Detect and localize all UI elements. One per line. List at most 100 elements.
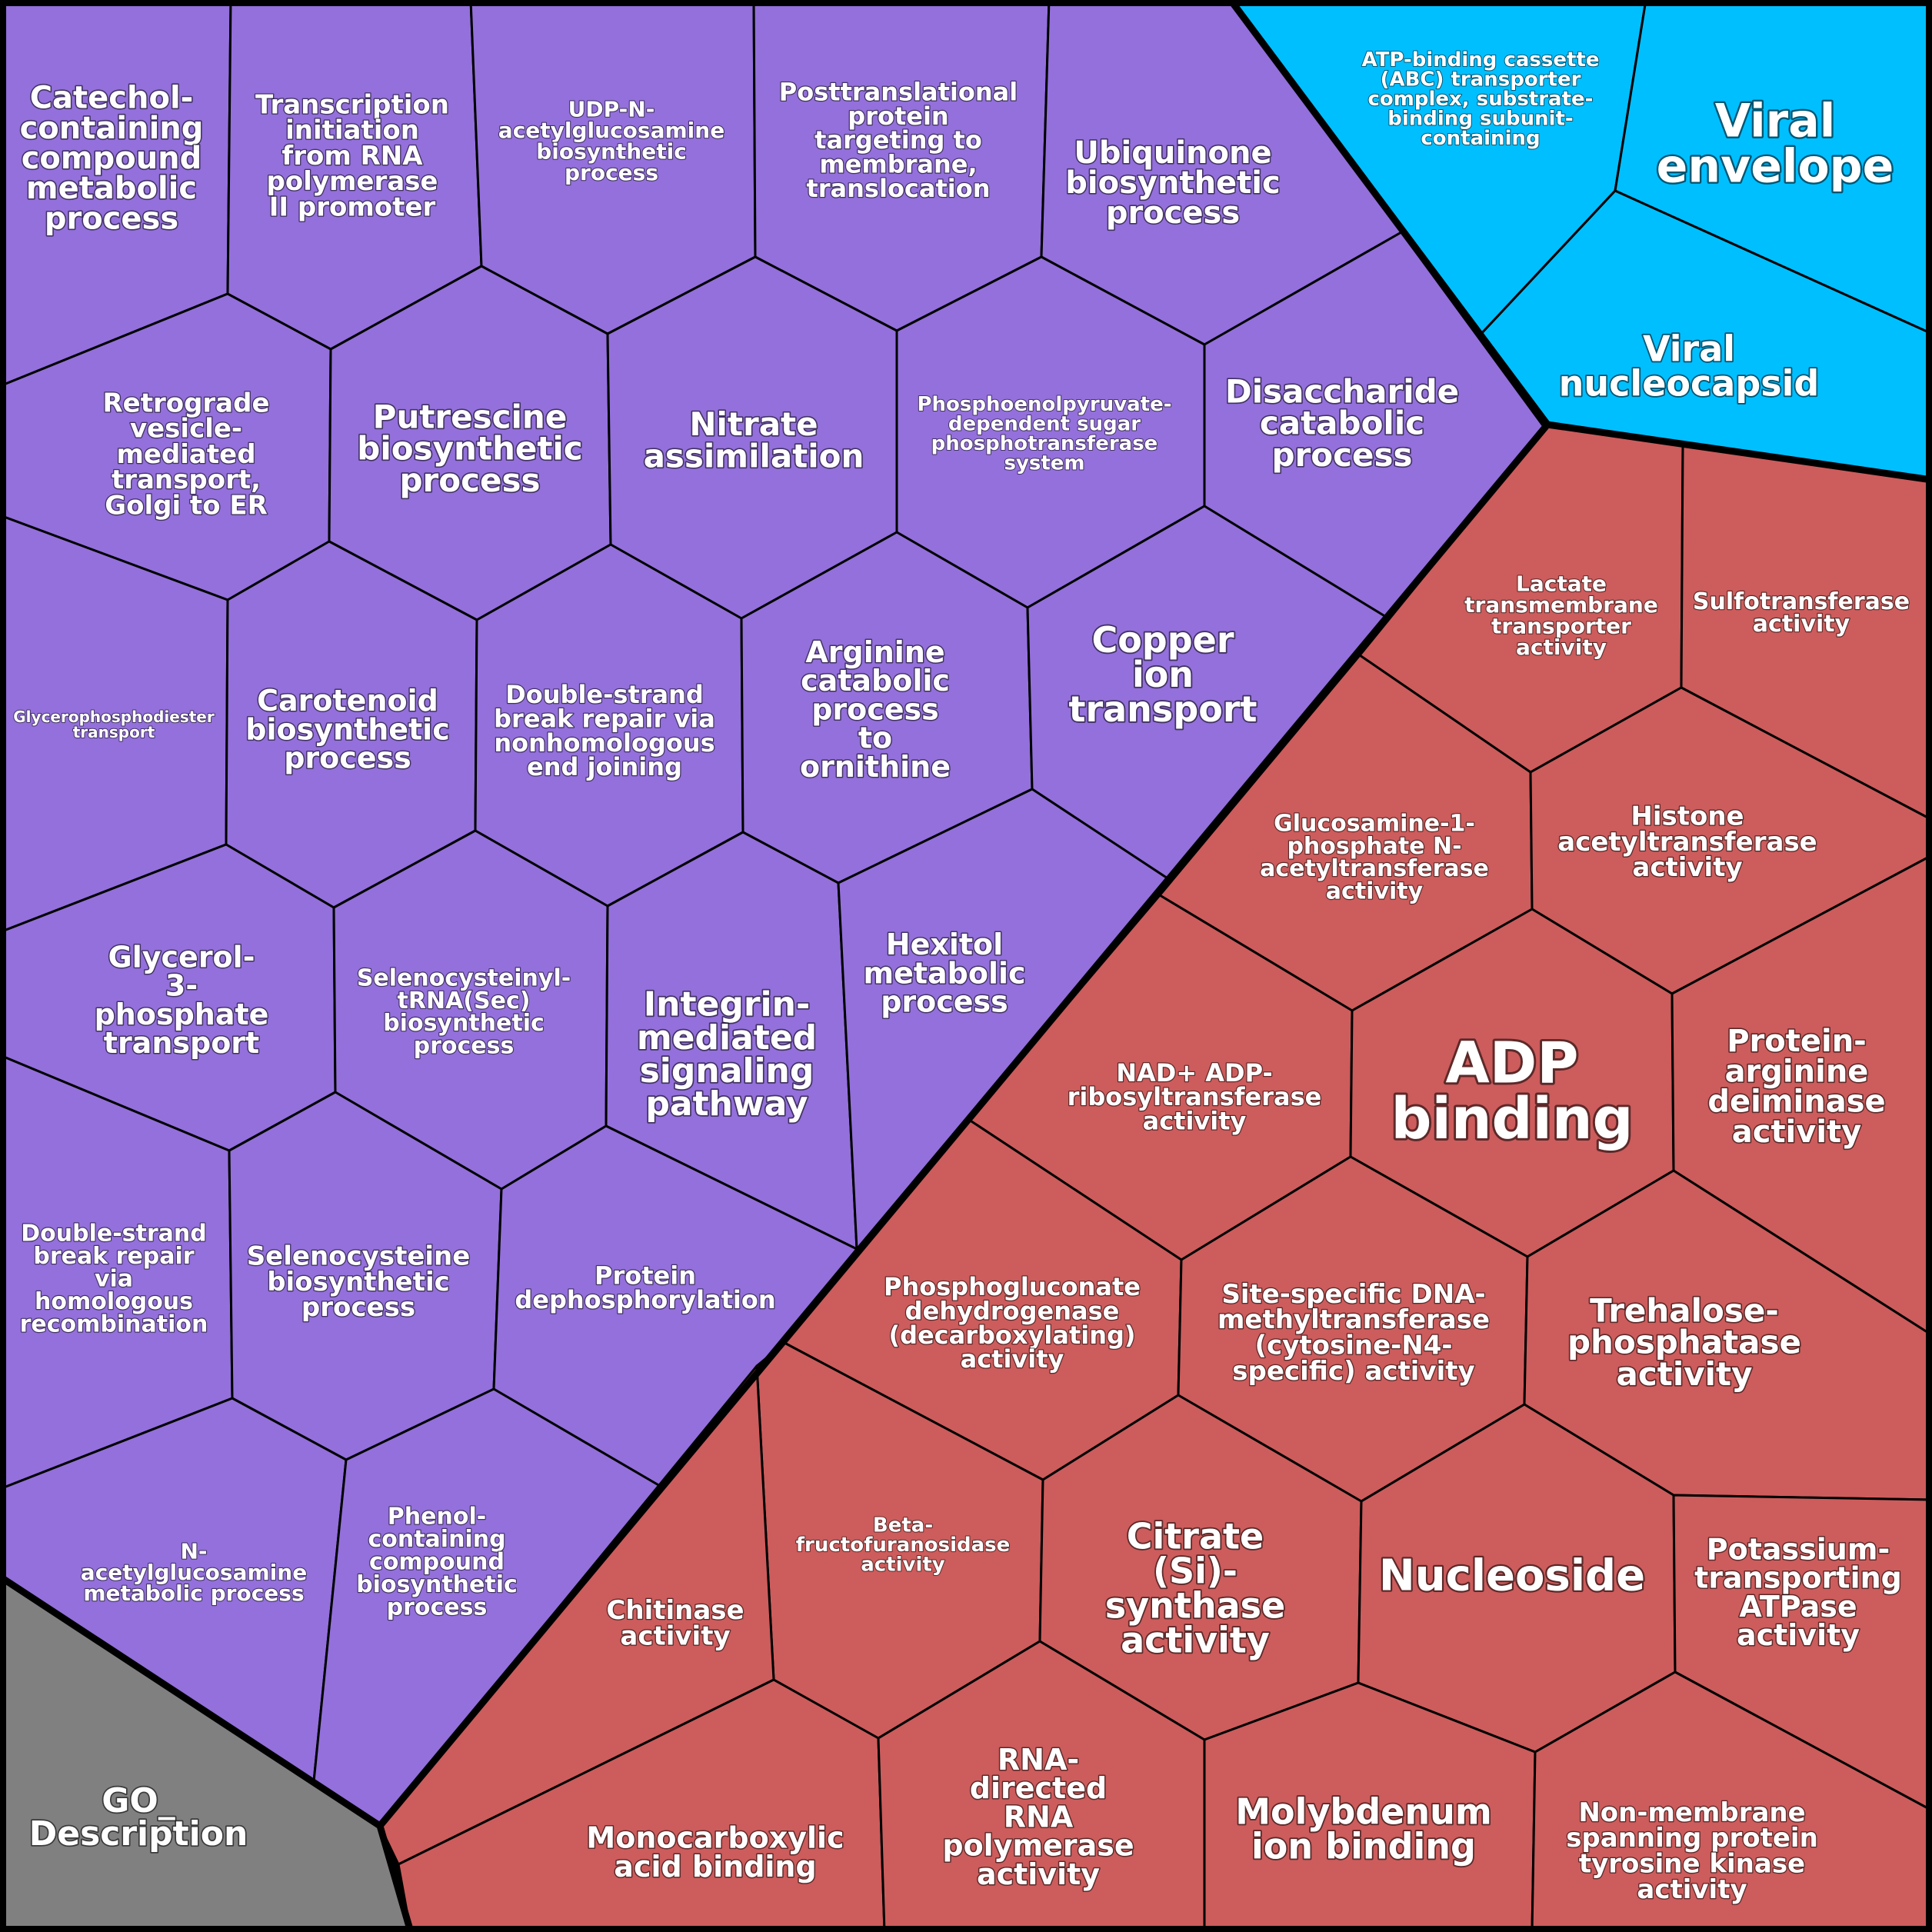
cell-protein-arginine <box>1671 854 1932 1337</box>
label-site-specific-dna-line: specific) activity <box>1232 1356 1474 1387</box>
label-histone: Histone acetyltransferase activity <box>1557 801 1817 884</box>
label-phosphoenolpyruvate: Phosphoenolpyruvate-dependent sugar phosp… <box>917 393 1171 475</box>
label-copper-line: ion <box>1132 654 1194 695</box>
label-arginine-line: process <box>811 692 939 726</box>
label-rna-directed-line: activity <box>977 1857 1100 1891</box>
label-nad-adp-line: activity <box>1143 1107 1247 1136</box>
label-lactate-line: activity <box>1516 635 1607 660</box>
label-arginine-line: ornithine <box>800 750 951 784</box>
label-beta-fructofuranosidase: Beta-fructofuranosidase activity <box>796 1514 1011 1577</box>
label-putrescine-line: process <box>399 461 540 499</box>
label-protein-dephosphorylation-line: dephosphorylation <box>515 1285 775 1314</box>
label-ubiquinone-line: biosynthetic <box>1065 165 1280 201</box>
label-ubiquinone: Ubiquinone biosynthetic process <box>1065 135 1280 231</box>
label-dsb-hr-line: Double-strand <box>21 1221 207 1247</box>
label-copper-line: Copper <box>1091 619 1234 661</box>
region-border-3 <box>0 1573 384 1830</box>
label-posttranslational-line: protein <box>848 102 948 131</box>
labels-layer: Catechol-containing compound metabolic proc… <box>12 48 1910 1906</box>
label-glucosamine-1-phosphate: Glucosamine-1-phosphate N-acetyltransfer… <box>1260 810 1489 904</box>
label-viral-envelope-line: envelope <box>1657 139 1894 193</box>
label-phosphogluconate-line: Phosphogluconate <box>884 1272 1141 1301</box>
label-arginine: Arginine catabolic process to ornithine <box>800 635 951 784</box>
label-selenocysteine-line: biosynthetic <box>267 1267 450 1297</box>
label-glycerophosphodiester-line: Glycerophosphodiester <box>13 708 215 726</box>
label-molybdenum: Molybdenum ion binding <box>1235 1791 1492 1867</box>
label-rna-directed-line: polymerase <box>942 1829 1134 1863</box>
label-disaccharide: Disaccharide catabolic process <box>1225 373 1459 474</box>
label-selenocysteinyl-trna-line: Selenocysteinyl- <box>357 964 571 991</box>
label-udp-n-acetylglucosamine: UDP-N-acetylglucosamine biosynthetic proce… <box>498 97 724 185</box>
label-non-membrane-line: tyrosine kinase <box>1579 1849 1805 1880</box>
label-chitinase-line: activity <box>620 1621 730 1652</box>
label-glycerol-3-phosphate-line: Glycerol- <box>108 940 255 974</box>
label-transcription-initiation-line: polymerase <box>266 166 438 197</box>
label-udp-n-acetylglucosamine-line: UDP-N- <box>568 97 655 122</box>
label-phenol-line: Phenol- <box>388 1504 486 1531</box>
legend-label-line: GO_ <box>102 1781 175 1820</box>
label-viral-envelope-line: Viral <box>1715 95 1836 148</box>
label-integrin-line: Integrin- <box>644 985 810 1024</box>
label-copper-line: transport <box>1068 688 1257 730</box>
label-beta-fructofuranosidase-line: activity <box>861 1554 945 1577</box>
label-potassium: Potassium-transporting ATPase activity <box>1694 1532 1902 1652</box>
label-viral-envelope: Viral envelope <box>1657 95 1894 194</box>
label-adp-binding-line: binding <box>1391 1086 1633 1152</box>
label-retrograde-line: vesicle- <box>130 414 242 445</box>
label-dsb-nhej-line: end joining <box>527 752 682 781</box>
label-monocarboxylic-line: Monocarboxylic <box>586 1821 844 1855</box>
label-histone-line: Histone <box>1631 801 1744 832</box>
label-putrescine: Putrescine biosynthetic process <box>357 398 582 499</box>
label-phosphoenolpyruvate-line: Phosphoenolpyruvate- <box>917 393 1171 416</box>
label-rna-directed-line: RNA <box>1004 1800 1074 1834</box>
label-dsb-hr-line: break repair <box>33 1243 194 1270</box>
label-nucleoside: Nucleoside <box>1379 1551 1645 1601</box>
label-phenol-line: process <box>387 1594 488 1621</box>
label-phosphoenolpyruvate-line: system <box>1004 451 1084 475</box>
label-disaccharide-line: catabolic <box>1260 405 1424 442</box>
label-potassium-line: transporting <box>1694 1561 1902 1595</box>
label-phosphogluconate: Phosphogluconate dehydrogenase (decarboxyl… <box>884 1272 1141 1374</box>
label-site-specific-dna-line: (cytosine-N4- <box>1255 1331 1453 1361</box>
label-trehalose: Trehalose-phosphatase activity <box>1567 1292 1801 1393</box>
label-rna-directed-line: RNA- <box>998 1743 1079 1777</box>
label-posttranslational-line: translocation <box>806 174 990 203</box>
label-non-membrane-line: activity <box>1637 1874 1747 1905</box>
label-lactate-line: Lactate <box>1516 571 1607 597</box>
label-selenocysteinyl-trna-line: tRNA(Sec) <box>398 988 531 1014</box>
label-non-membrane-line: spanning protein <box>1566 1823 1818 1854</box>
label-catechol-line: metabolic <box>26 171 197 206</box>
label-glucosamine-1-phosphate-line: acetyltransferase <box>1260 855 1489 882</box>
label-citrate-line: (Si)- <box>1153 1551 1237 1592</box>
label-catechol-line: process <box>45 201 178 236</box>
label-abc-transporter-line: containing <box>1421 127 1540 150</box>
label-retrograde-line: Golgi to ER <box>105 491 268 521</box>
label-ubiquinone-line: process <box>1106 195 1240 231</box>
label-phosphogluconate-line: (decarboxylating) <box>888 1321 1135 1350</box>
label-carotenoid: Carotenoid biosynthetic process <box>245 684 449 774</box>
label-transcription-initiation-line: from RNA <box>281 141 423 172</box>
label-abc-transporter-line: binding subunit- <box>1387 108 1573 131</box>
label-phosphoenolpyruvate-line: dependent sugar <box>948 412 1141 435</box>
label-nitrate: Nitrate assimilation <box>644 405 864 475</box>
label-trehalose-line: activity <box>1617 1355 1753 1393</box>
label-catechol-line: compound <box>22 141 202 176</box>
label-phenol-line: containing <box>368 1526 505 1553</box>
label-potassium-line: activity <box>1737 1618 1860 1652</box>
label-glucosamine-1-phosphate-line: Glucosamine-1- <box>1274 810 1475 837</box>
label-integrin: Integrin-mediated signaling pathway <box>637 985 817 1124</box>
label-dsb-hr-line: homologous <box>35 1288 193 1315</box>
label-transcription-initiation-line: II promoter <box>269 192 436 223</box>
label-sulfotransferase-line: activity <box>1753 611 1850 638</box>
label-trehalose-line: phosphatase <box>1567 1324 1801 1361</box>
label-beta-fructofuranosidase-line: Beta- <box>873 1514 933 1537</box>
label-hexitol: Hexitol metabolic process <box>863 928 1025 1018</box>
label-integrin-line: mediated <box>637 1018 817 1058</box>
label-posttranslational-line: Posttranslational <box>779 77 1018 106</box>
label-selenocysteinyl-trna: Selenocysteinyl-tRNA(Sec) biosynthetic pro… <box>357 964 571 1059</box>
label-transcription-initiation: Transcription initiation from RNA polymeras… <box>255 89 449 222</box>
label-nad-adp: NAD+ ADP-ribosyltransferase activity <box>1068 1058 1322 1136</box>
label-protein-arginine-line: activity <box>1732 1114 1862 1150</box>
label-molybdenum-line: ion binding <box>1251 1826 1476 1867</box>
